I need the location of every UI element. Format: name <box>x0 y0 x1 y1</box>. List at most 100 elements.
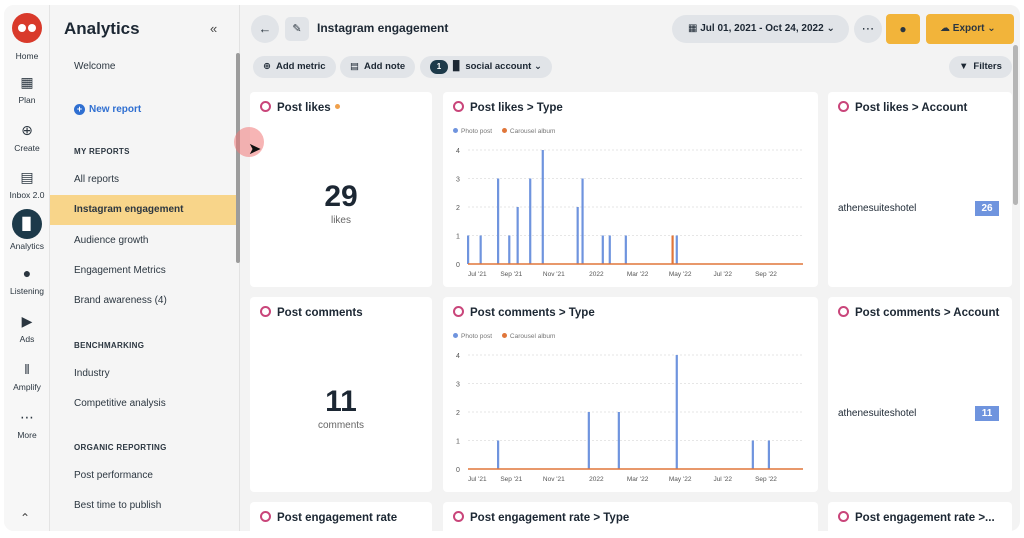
app-window: Home ▦ Plan ⊕ Create ▤ Inbox 2.0 ▉ Analy… <box>4 5 1020 531</box>
social-account-selector[interactable]: 1 ▉ social account ⌄ <box>420 56 552 78</box>
bar-mark[interactable] <box>675 235 678 265</box>
new-report-button[interactable]: + New report <box>74 104 141 115</box>
rail-plan[interactable]: ▦ Plan <box>4 71 50 105</box>
main-scrollbar[interactable] <box>1013 45 1018 205</box>
sidebar-item-best-time[interactable]: Best time to publish <box>74 500 162 511</box>
bar-mark[interactable] <box>529 178 532 265</box>
megaphone-icon: ▶ <box>21 313 33 329</box>
bar-mark[interactable] <box>581 178 584 265</box>
bar-mark[interactable] <box>751 440 754 470</box>
amplify-icon: ‖ <box>24 361 30 377</box>
bar-mark[interactable] <box>671 235 674 265</box>
bar-mark[interactable] <box>467 235 470 265</box>
owl-logo-icon[interactable] <box>12 13 42 43</box>
filters-button[interactable]: ▼ Filters <box>949 56 1012 78</box>
instagram-icon <box>260 306 271 317</box>
bar-mark[interactable] <box>767 440 771 470</box>
comments-unit: comments <box>317 420 365 431</box>
rail-analytics[interactable]: ▉ Analytics <box>4 209 50 251</box>
add-note-button[interactable]: ▤ Add note <box>340 56 416 78</box>
sidebar-item-post-performance[interactable]: Post performance <box>74 470 153 481</box>
bar-chart-icon: ▉ <box>12 209 42 239</box>
bar-mark[interactable] <box>516 207 519 264</box>
bar-mark[interactable] <box>617 412 620 469</box>
page-title: Instagram engagement <box>317 21 449 35</box>
back-arrow-icon[interactable]: ← <box>251 15 279 43</box>
bar-mark[interactable] <box>587 412 590 469</box>
rail-plan-label: Plan <box>18 95 36 105</box>
card-title: Post engagement rate > Type <box>453 511 629 524</box>
instagram-icon <box>838 306 849 317</box>
y-tick-label: 2 <box>456 410 460 417</box>
plus-icon: + <box>74 104 85 115</box>
bar-mark[interactable] <box>608 235 611 265</box>
add-metric-button[interactable]: ⊕ Add metric <box>253 56 336 78</box>
chevron-up-icon[interactable]: ⌃ <box>20 511 31 525</box>
share-user-button[interactable]: ● <box>886 14 920 44</box>
card-title-text: Post engagement rate <box>277 512 398 524</box>
plus-circle-icon: ⊕ <box>21 122 33 138</box>
card-title-text: Post likes > Type <box>470 102 563 114</box>
rail-listening[interactable]: ● Listening <box>4 262 50 296</box>
sidebar-item-industry[interactable]: Industry <box>74 368 110 379</box>
bar-mark[interactable] <box>601 235 604 265</box>
card-title-text: Post likes <box>277 102 331 114</box>
post-likes-card: Post likes 29 likes <box>250 92 432 287</box>
add-metric-label: Add metric <box>275 61 326 72</box>
bar-chart-icon: ▉ <box>453 61 461 72</box>
account-value-badge: 26 <box>975 201 999 216</box>
post-comments-card: Post comments 11 comments <box>250 297 432 492</box>
bar-mark[interactable] <box>497 440 500 470</box>
export-button[interactable]: ☁ Export ⌄ <box>926 14 1014 44</box>
sidebar-item-instagram-engagement[interactable]: Instagram engagement <box>50 195 236 225</box>
card-title: Post engagement rate <box>260 511 397 524</box>
more-options-icon[interactable]: ⋯ <box>854 15 882 43</box>
legend-photo-post: Photo post <box>461 333 493 340</box>
rail-listening-label: Listening <box>9 286 45 296</box>
rail-inbox[interactable]: ▤ Inbox 2.0 <box>4 166 50 200</box>
post-likes-type-chart: 0 1 2 3 4 Jul '21 Sep '21 Nov '21 2022 Mar '22 May… <box>456 148 803 278</box>
edit-pencil-icon[interactable]: ✎ <box>285 17 309 41</box>
card-title-text: Post engagement rate >... <box>855 512 995 524</box>
sidebar-item-all-reports[interactable]: All reports <box>74 174 120 185</box>
comments-value: 11 <box>325 385 357 418</box>
post-engagement-rate-card: Post engagement rate <box>250 502 432 531</box>
filter-icon: ▼ <box>959 61 969 72</box>
rail-ads[interactable]: ▶ Ads <box>4 310 50 344</box>
rail-amplify[interactable]: ‖ Amplify <box>4 358 50 392</box>
instagram-icon <box>838 511 849 522</box>
card-title-text: Post comments > Account <box>855 307 1000 319</box>
date-range-picker[interactable]: ▦ Jul 01, 2021 - Oct 24, 2022 ⌄ <box>672 15 849 43</box>
rail-more[interactable]: ⋯ More <box>4 406 50 440</box>
y-tick-label: 2 <box>456 205 460 212</box>
card-title-text: Post likes > Account <box>855 102 968 114</box>
x-tick-label: Nov '21 <box>543 271 565 278</box>
bar-mark[interactable] <box>541 150 544 264</box>
bar-mark[interactable] <box>497 178 500 265</box>
sidebar-item-welcome[interactable]: Welcome <box>74 61 116 72</box>
bar-mark[interactable] <box>576 207 579 264</box>
sidebar-item-brand-awareness[interactable]: Brand awareness (4) <box>74 295 167 306</box>
card-title: Post likes > Type <box>453 101 563 114</box>
cloud-icon: ☁ <box>940 23 950 34</box>
sidebar-item-audience-growth[interactable]: Audience growth <box>74 235 149 246</box>
rail-create[interactable]: ⊕ Create <box>4 119 50 153</box>
sidebar-item-engagement-metrics[interactable]: Engagement Metrics <box>74 265 166 276</box>
likes-value: 29 <box>324 180 358 213</box>
add-note-label: Add note <box>363 61 406 72</box>
rail-home[interactable]: Home <box>4 49 50 61</box>
x-tick-label: 2022 <box>589 476 604 483</box>
sidebar-item-competitive-analysis[interactable]: Competitive analysis <box>74 398 166 409</box>
chart-legend: Photo post Carousel album <box>453 128 555 135</box>
x-tick-label: Mar '22 <box>627 476 649 483</box>
x-tick-label: Jul '21 <box>468 476 487 483</box>
y-tick-label: 0 <box>456 467 460 474</box>
bar-mark[interactable] <box>624 235 627 265</box>
bar-mark[interactable] <box>675 355 678 469</box>
sidebar-scrollbar[interactable] <box>236 53 240 263</box>
bar-mark[interactable] <box>508 235 511 265</box>
bar-mark[interactable] <box>479 235 482 265</box>
collapse-sidebar-icon[interactable]: « <box>210 21 218 36</box>
card-title: Post comments <box>260 306 363 319</box>
card-title: Post comments > Type <box>453 306 595 319</box>
